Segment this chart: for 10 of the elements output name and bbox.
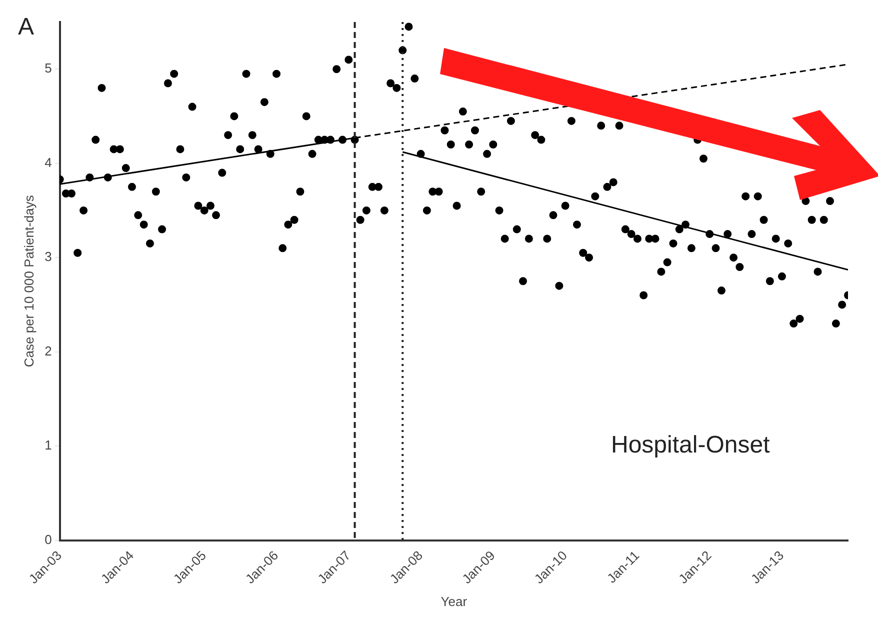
y-tick-label: 1 [44,438,52,453]
annotation: Hospital-Onset [611,432,770,459]
y-axis-title: Case per 10 000 Patient-days [21,194,36,368]
y-tick-label: 2 [44,343,52,358]
y-tick-label: 5 [44,60,52,76]
y-tick-label: 4 [44,154,52,170]
y-tick-label: 3 [44,249,52,264]
text: A [18,14,34,41]
x-axis-title: Year [440,594,468,609]
y-tick-label: 0 [44,532,52,547]
